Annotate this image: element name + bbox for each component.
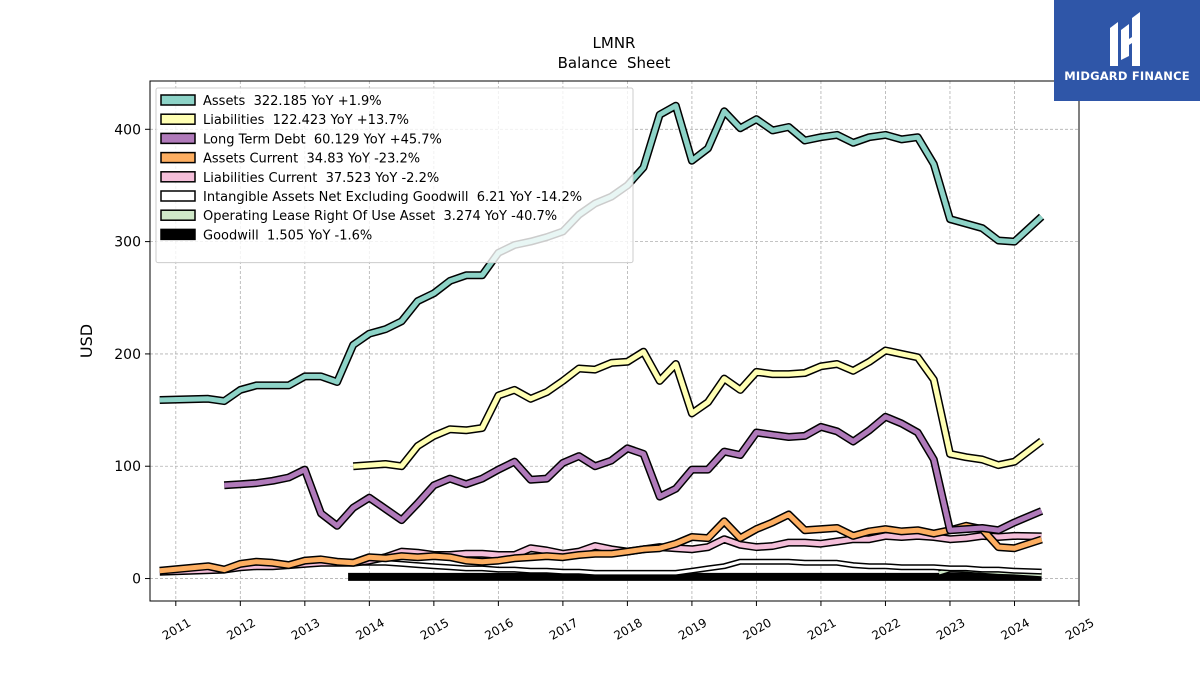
series-long-term-debt xyxy=(223,412,1044,535)
legend: Assets 322.185 YoY +1.9% Liabilities 122.… xyxy=(155,87,634,264)
legend-item: Liabilities 122.423 YoY +13.7% xyxy=(160,113,409,128)
plot-frame xyxy=(149,80,1080,602)
legend-box xyxy=(155,87,634,264)
x-tick-label: 2018 xyxy=(611,615,644,642)
series-line xyxy=(224,414,1043,533)
x-tick-label: 2025 xyxy=(1063,615,1096,642)
brand-name: MIDGARD FINANCE xyxy=(1064,69,1190,83)
y-tick-label: 300 xyxy=(114,235,141,251)
legend-swatch xyxy=(160,190,196,202)
legend-swatch xyxy=(160,171,196,183)
legend-swatch xyxy=(160,132,196,145)
x-tick-label: 2022 xyxy=(870,615,903,642)
legend-swatch xyxy=(160,228,196,241)
midgard-logo-icon xyxy=(1110,12,1140,66)
x-tick-label: 2014 xyxy=(353,615,386,642)
legend-swatch xyxy=(160,151,196,164)
legend-label: Goodwill 1.505 YoY -1.6% xyxy=(203,228,372,243)
x-tick-label: 2023 xyxy=(934,615,967,642)
x-tick-label: 2019 xyxy=(676,615,709,642)
legend-label: Liabilities 122.423 YoY +13.7% xyxy=(203,113,409,128)
x-tick-label: 2017 xyxy=(547,615,580,642)
y-tick-label: 0 xyxy=(132,572,141,588)
legend-item: Long Term Debt 60.129 YoY +45.7% xyxy=(160,132,442,147)
series-liabilities xyxy=(352,346,1045,471)
brand-logo: MIDGARD FINANCE xyxy=(1054,0,1200,101)
x-tick-label: 2013 xyxy=(289,615,322,642)
legend-label: Intangible Assets Net Excluding Goodwill… xyxy=(203,190,582,205)
legend-swatch xyxy=(160,94,196,106)
series-line xyxy=(159,512,1043,574)
legend-label: Liabilities Current 37.523 YoY -2.2% xyxy=(203,171,439,186)
legend-item: Intangible Assets Net Excluding Goodwill… xyxy=(160,190,582,205)
x-tick-label: 2021 xyxy=(805,615,838,642)
series-line xyxy=(353,560,1042,575)
series-intangible-assets-net-excluding-goodwill xyxy=(353,558,1042,576)
legend-label: Long Term Debt 60.129 YoY +45.7% xyxy=(203,132,442,147)
y-tick-label: 400 xyxy=(114,122,141,138)
y-tick-label: 100 xyxy=(114,459,141,475)
legend-label: Assets Current 34.83 YoY -23.2% xyxy=(203,152,420,167)
chart-title: LMNR xyxy=(593,34,636,52)
y-axis-label: USD xyxy=(77,324,96,358)
x-tick-label: 2012 xyxy=(224,615,257,642)
y-tick-label: 200 xyxy=(114,347,141,363)
legend-item: Assets 322.185 YoY +1.9% xyxy=(160,94,382,109)
legend-item: Operating Lease Right Of Use Asset 3.274… xyxy=(160,209,557,224)
x-tick-label: 2011 xyxy=(160,615,193,642)
x-tick-label: 2015 xyxy=(418,615,451,642)
legend-label: Operating Lease Right Of Use Asset 3.274… xyxy=(203,209,557,224)
x-tick-label: 2020 xyxy=(740,615,773,642)
series-assets-current xyxy=(159,510,1043,575)
legend-swatch xyxy=(160,209,196,221)
legend-item: Liabilities Current 37.523 YoY -2.2% xyxy=(160,171,439,186)
x-tick-label: 2024 xyxy=(999,615,1032,642)
legend-item: Goodwill 1.505 YoY -1.6% xyxy=(160,228,372,243)
chart-subtitle: Balance Sheet xyxy=(558,54,671,72)
legend-swatch xyxy=(160,113,196,125)
x-tick-label: 2016 xyxy=(482,615,515,642)
series-line xyxy=(353,348,1044,469)
legend-label: Assets 322.185 YoY +1.9% xyxy=(203,94,382,109)
legend-item: Assets Current 34.83 YoY -23.2% xyxy=(160,151,420,167)
